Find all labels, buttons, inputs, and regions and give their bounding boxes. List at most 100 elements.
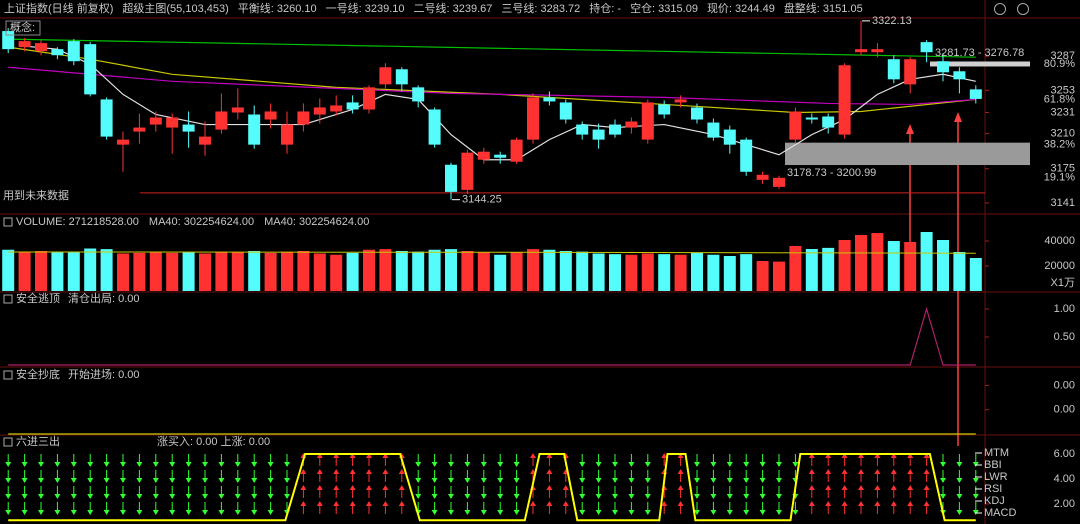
arrow-head (579, 494, 586, 499)
volume-bar (527, 249, 539, 291)
ma-line (8, 66, 976, 106)
arrow-head (677, 469, 684, 474)
volume-bar (363, 249, 375, 291)
arrow-head (316, 469, 323, 474)
header-item: 现价: 3244.49 (707, 2, 775, 15)
volume-bar (707, 254, 720, 291)
fib-label: 80.9% (1044, 58, 1075, 70)
y-tick-label: 0.00 (1054, 379, 1075, 391)
arrow-head (431, 510, 438, 515)
candle-body (609, 124, 621, 135)
arrow-head (316, 501, 323, 506)
signal-label: MACD (984, 507, 1016, 519)
ma-line (8, 38, 976, 58)
unit-label: X1万 (1051, 277, 1075, 289)
arrow-head (431, 462, 438, 467)
arrow-head (54, 510, 61, 515)
arrow-head (940, 494, 946, 499)
arrow-head (497, 494, 504, 499)
panel-title: 安全逃顶 (16, 291, 60, 305)
arrow-head (267, 494, 274, 499)
arrow-head (70, 510, 77, 515)
arrow-head (513, 462, 520, 467)
arrow-head (202, 462, 208, 467)
arrow-head (21, 510, 28, 515)
signal-label: BBI (984, 459, 1002, 471)
arrow-head (169, 510, 176, 515)
arrow-head (710, 462, 717, 467)
volume-bar (248, 251, 261, 291)
arrow-head (579, 462, 586, 467)
arrow-head (612, 510, 618, 515)
arrow-head (694, 494, 700, 499)
volume-bar (937, 240, 949, 291)
legend-item: VOLUME: 271218528.00 (16, 216, 139, 228)
arrow-head (284, 478, 290, 483)
volume-bar (166, 252, 179, 291)
candle-body (937, 61, 949, 73)
candle-body (969, 89, 982, 99)
candle-body (297, 111, 310, 125)
close-icon[interactable] (1017, 3, 1029, 15)
candle-body (756, 174, 769, 180)
candle-body (84, 44, 97, 95)
volume-bar (920, 232, 933, 291)
arrow-head (825, 501, 832, 506)
arrow-head (87, 510, 94, 515)
arrow-head (743, 494, 750, 499)
candle-body (773, 177, 785, 187)
candle-body (100, 99, 113, 137)
arrow-head (776, 478, 782, 483)
legend-item: 涨买入: 0.00 上涨: 0.00 (157, 435, 270, 448)
volume-bar (461, 251, 474, 291)
arrow-head (858, 501, 864, 506)
arrow-head (202, 494, 208, 499)
high-label: 3322.13 (872, 15, 912, 27)
arrow-head (562, 501, 569, 506)
arrow-head (906, 124, 914, 134)
candle-body (477, 151, 490, 160)
arrow-head (825, 453, 832, 458)
arrow-head (595, 462, 602, 467)
candle-body (248, 114, 261, 145)
volume-bar (51, 251, 64, 291)
arrow-head (316, 453, 323, 458)
signal-label: KDJ (984, 495, 1005, 507)
arrow-head (185, 478, 192, 483)
zoom-icon[interactable] (994, 3, 1006, 15)
volume-bar (182, 252, 195, 291)
candle-body (887, 59, 900, 80)
candle-body (166, 117, 179, 128)
arrow-head (366, 485, 372, 490)
label-box (5, 20, 41, 36)
arrow-head (234, 478, 241, 483)
volume-bar (281, 251, 293, 291)
arrow-head (284, 494, 290, 499)
arrow-head (956, 494, 963, 499)
candle-body (445, 164, 457, 192)
arrow-head (415, 494, 422, 499)
candle-body (641, 102, 654, 140)
volume-bar (84, 248, 97, 291)
arrow-head (546, 453, 553, 458)
arrow-head (316, 485, 323, 490)
volume-bar (133, 252, 146, 291)
volume-bar (494, 254, 507, 291)
arrow-head (612, 462, 618, 467)
volume-bar (18, 252, 31, 291)
candle-body (592, 129, 605, 140)
arrow-head (530, 453, 536, 458)
volume-bar (658, 254, 671, 291)
candle-body (363, 87, 375, 110)
arrow-head (595, 478, 602, 483)
arrow-head (759, 510, 766, 515)
arrow-head (923, 453, 930, 458)
signal-line (8, 453, 976, 522)
volume-bar (35, 251, 47, 291)
arrow-head (169, 478, 176, 483)
arrow-head (710, 478, 717, 483)
arrow-head (907, 469, 914, 474)
candle-body (674, 99, 687, 103)
volume-bar (773, 261, 785, 291)
arrow-head (21, 462, 28, 467)
